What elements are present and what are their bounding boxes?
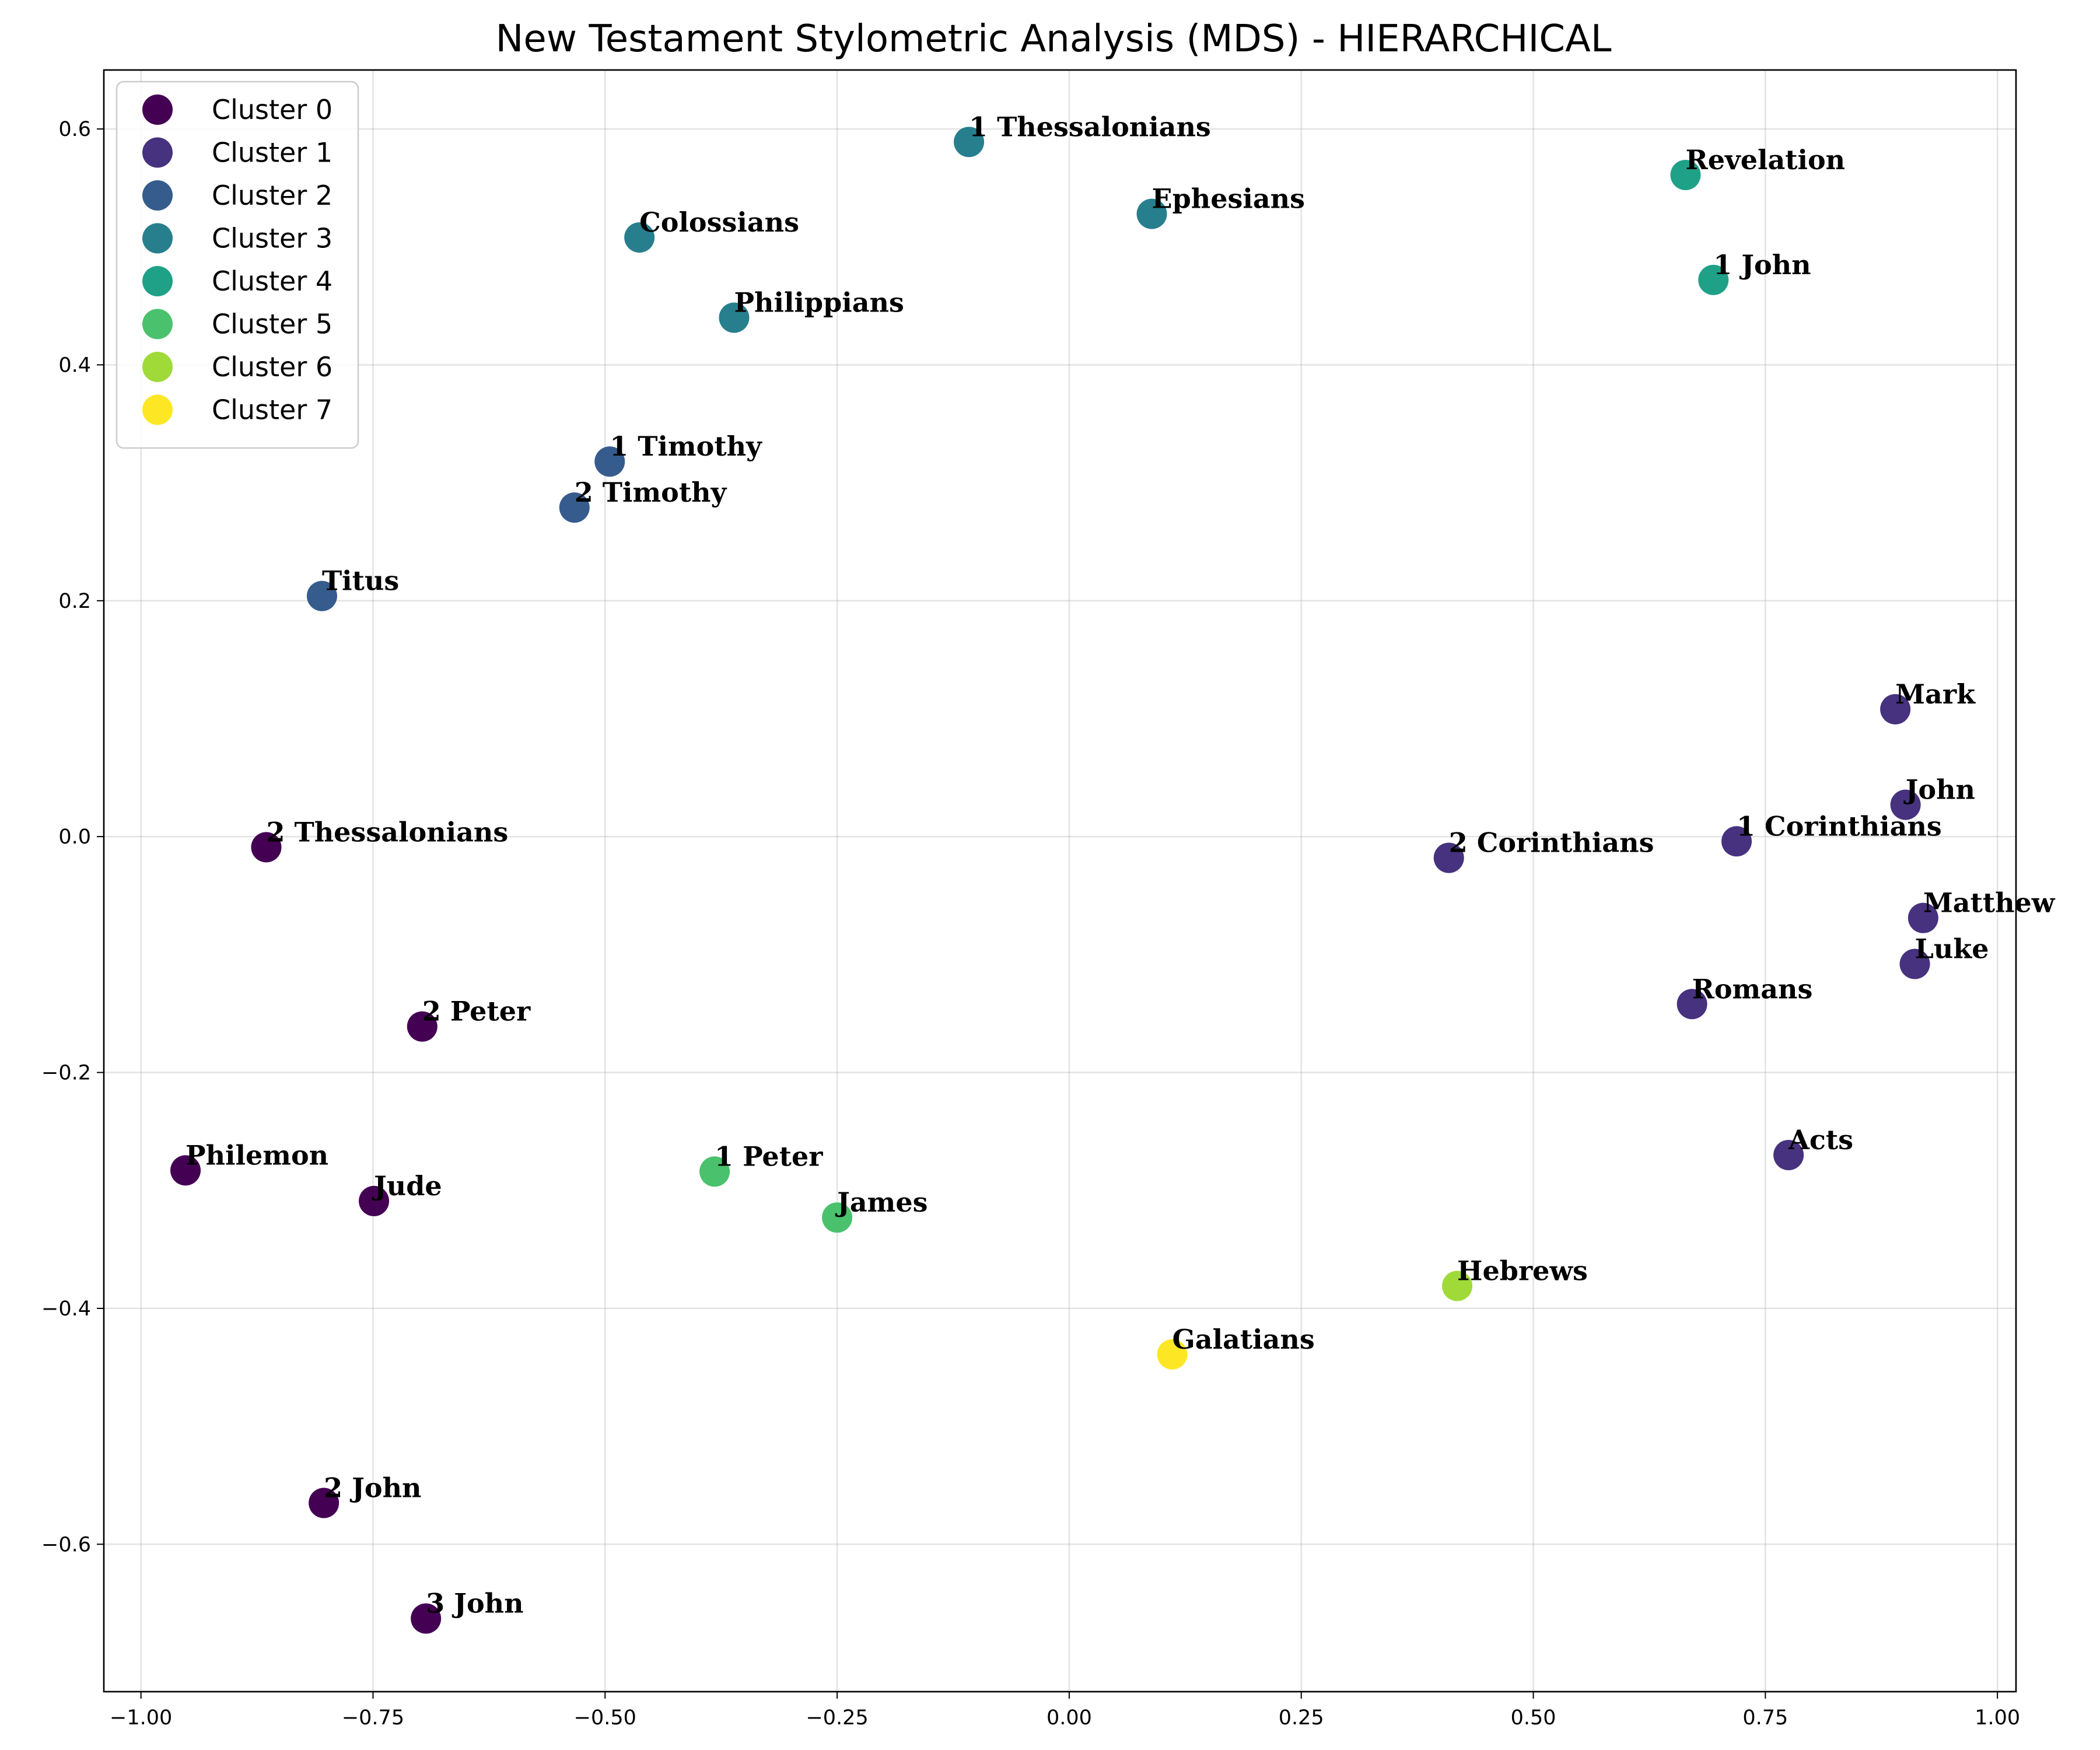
point-label: Hebrews xyxy=(1457,1255,1588,1286)
x-tick-label: 0.25 xyxy=(1279,1706,1324,1730)
grid xyxy=(104,70,2016,1692)
legend-marker xyxy=(142,137,173,168)
data-point xyxy=(407,1011,438,1042)
point-label: 2 John xyxy=(324,1472,421,1504)
legend-marker xyxy=(142,94,173,125)
legend: Cluster 0 Cluster 1 Cluster 2 Cluster 3 Clus… xyxy=(116,80,359,449)
legend-label: Cluster 6 xyxy=(212,351,332,383)
point-label: John xyxy=(1903,774,1975,806)
point-label: Galatians xyxy=(1172,1324,1315,1355)
data-point xyxy=(719,302,750,333)
y-tick-label: 0.2 xyxy=(58,590,91,613)
data-point xyxy=(559,492,590,523)
x-tick-label: −0.75 xyxy=(342,1706,404,1730)
point-label: 1 Timothy xyxy=(610,430,762,462)
data-point xyxy=(1698,264,1729,295)
data-point xyxy=(1899,949,1930,979)
legend-label: Cluster 2 xyxy=(212,180,332,211)
point-label: Philippians xyxy=(734,287,904,318)
data-point xyxy=(822,1202,853,1233)
point-label: 2 Timothy xyxy=(575,477,727,508)
legend-label: Cluster 4 xyxy=(212,265,332,297)
data-point xyxy=(411,1603,442,1634)
data-point xyxy=(1433,842,1464,873)
data-point xyxy=(954,127,985,158)
data-points xyxy=(170,127,1938,1634)
point-label: 1 John xyxy=(1713,249,1811,281)
x-tick-label: 0.75 xyxy=(1742,1706,1788,1730)
point-label: Titus xyxy=(322,565,399,597)
x-tick-label: −1.00 xyxy=(110,1706,172,1730)
data-point xyxy=(1157,1339,1188,1370)
data-point xyxy=(1890,789,1921,820)
legend-marker xyxy=(142,309,173,340)
legend-label: Cluster 3 xyxy=(212,223,332,254)
data-point xyxy=(1773,1140,1804,1171)
y-tick-label: −0.4 xyxy=(41,1297,91,1321)
legend-label: Cluster 0 xyxy=(212,94,332,125)
y-tick-label: 0.0 xyxy=(58,825,91,849)
point-label: Ephesians xyxy=(1152,183,1305,215)
legend-marker xyxy=(142,352,173,382)
data-point xyxy=(170,1155,201,1186)
point-labels: 2 Thessalonians 2 Peter Philemon Jude 2 John… xyxy=(186,111,2056,1619)
point-label: Acts xyxy=(1788,1124,1853,1156)
data-point xyxy=(1721,826,1752,857)
point-label: Colossians xyxy=(639,206,799,238)
legend-label: Cluster 7 xyxy=(212,394,332,426)
point-label: Romans xyxy=(1692,973,1813,1005)
data-point xyxy=(624,222,655,253)
data-point xyxy=(1676,989,1707,1020)
x-tick-label: 0.50 xyxy=(1511,1706,1556,1730)
point-label: Matthew xyxy=(1923,887,2056,919)
data-point xyxy=(251,832,282,863)
data-point xyxy=(306,580,337,611)
point-label: 1 Thessalonians xyxy=(969,111,1211,142)
legend-marker xyxy=(142,394,173,425)
legend-box xyxy=(116,80,359,449)
data-point xyxy=(1908,902,1938,933)
x-tick-label: 1.00 xyxy=(1975,1706,2020,1730)
point-label: 2 Thessalonians xyxy=(266,816,508,848)
y-tick-label: 0.6 xyxy=(58,118,91,141)
axis-ticks: −1.00 −0.75 −0.50 −0.25 0.00 0.25 0.50 0.75 1.00… xyxy=(41,118,2020,1730)
y-tick-label: −0.6 xyxy=(41,1533,91,1556)
point-label: 1 Peter xyxy=(715,1140,823,1172)
legend-marker xyxy=(142,180,173,211)
point-label: James xyxy=(835,1186,928,1218)
data-point xyxy=(1880,694,1911,724)
point-label: 3 John xyxy=(426,1588,523,1619)
data-point xyxy=(1442,1270,1473,1301)
legend-marker xyxy=(142,266,173,296)
point-label: 1 Corinthians xyxy=(1737,810,1942,842)
data-point xyxy=(309,1488,340,1518)
point-label: Mark xyxy=(1895,678,1976,710)
point-label: 2 Corinthians xyxy=(1449,827,1654,859)
x-tick-label: 0.00 xyxy=(1046,1706,1092,1730)
point-label: Jude xyxy=(372,1170,442,1202)
x-tick-label: −0.25 xyxy=(806,1706,868,1730)
data-point xyxy=(594,446,625,477)
data-point xyxy=(699,1156,730,1187)
chart-title: New Testament Stylometric Analysis (MDS)… xyxy=(496,18,1612,61)
legend-label: Cluster 5 xyxy=(212,309,332,340)
plot-frame xyxy=(103,69,2017,1693)
y-tick-label: −0.2 xyxy=(41,1062,91,1085)
point-label: Philemon xyxy=(186,1139,328,1171)
data-point xyxy=(1670,159,1701,190)
y-tick-label: 0.4 xyxy=(58,354,91,377)
legend-marker xyxy=(142,223,173,254)
x-tick-label: −0.50 xyxy=(574,1706,636,1730)
point-label: 2 Peter xyxy=(422,996,531,1027)
data-point xyxy=(359,1185,390,1216)
data-point xyxy=(1136,198,1167,229)
point-label: Luke xyxy=(1915,933,1989,965)
legend-label: Cluster 1 xyxy=(212,137,332,169)
point-label: Revelation xyxy=(1686,144,1846,176)
